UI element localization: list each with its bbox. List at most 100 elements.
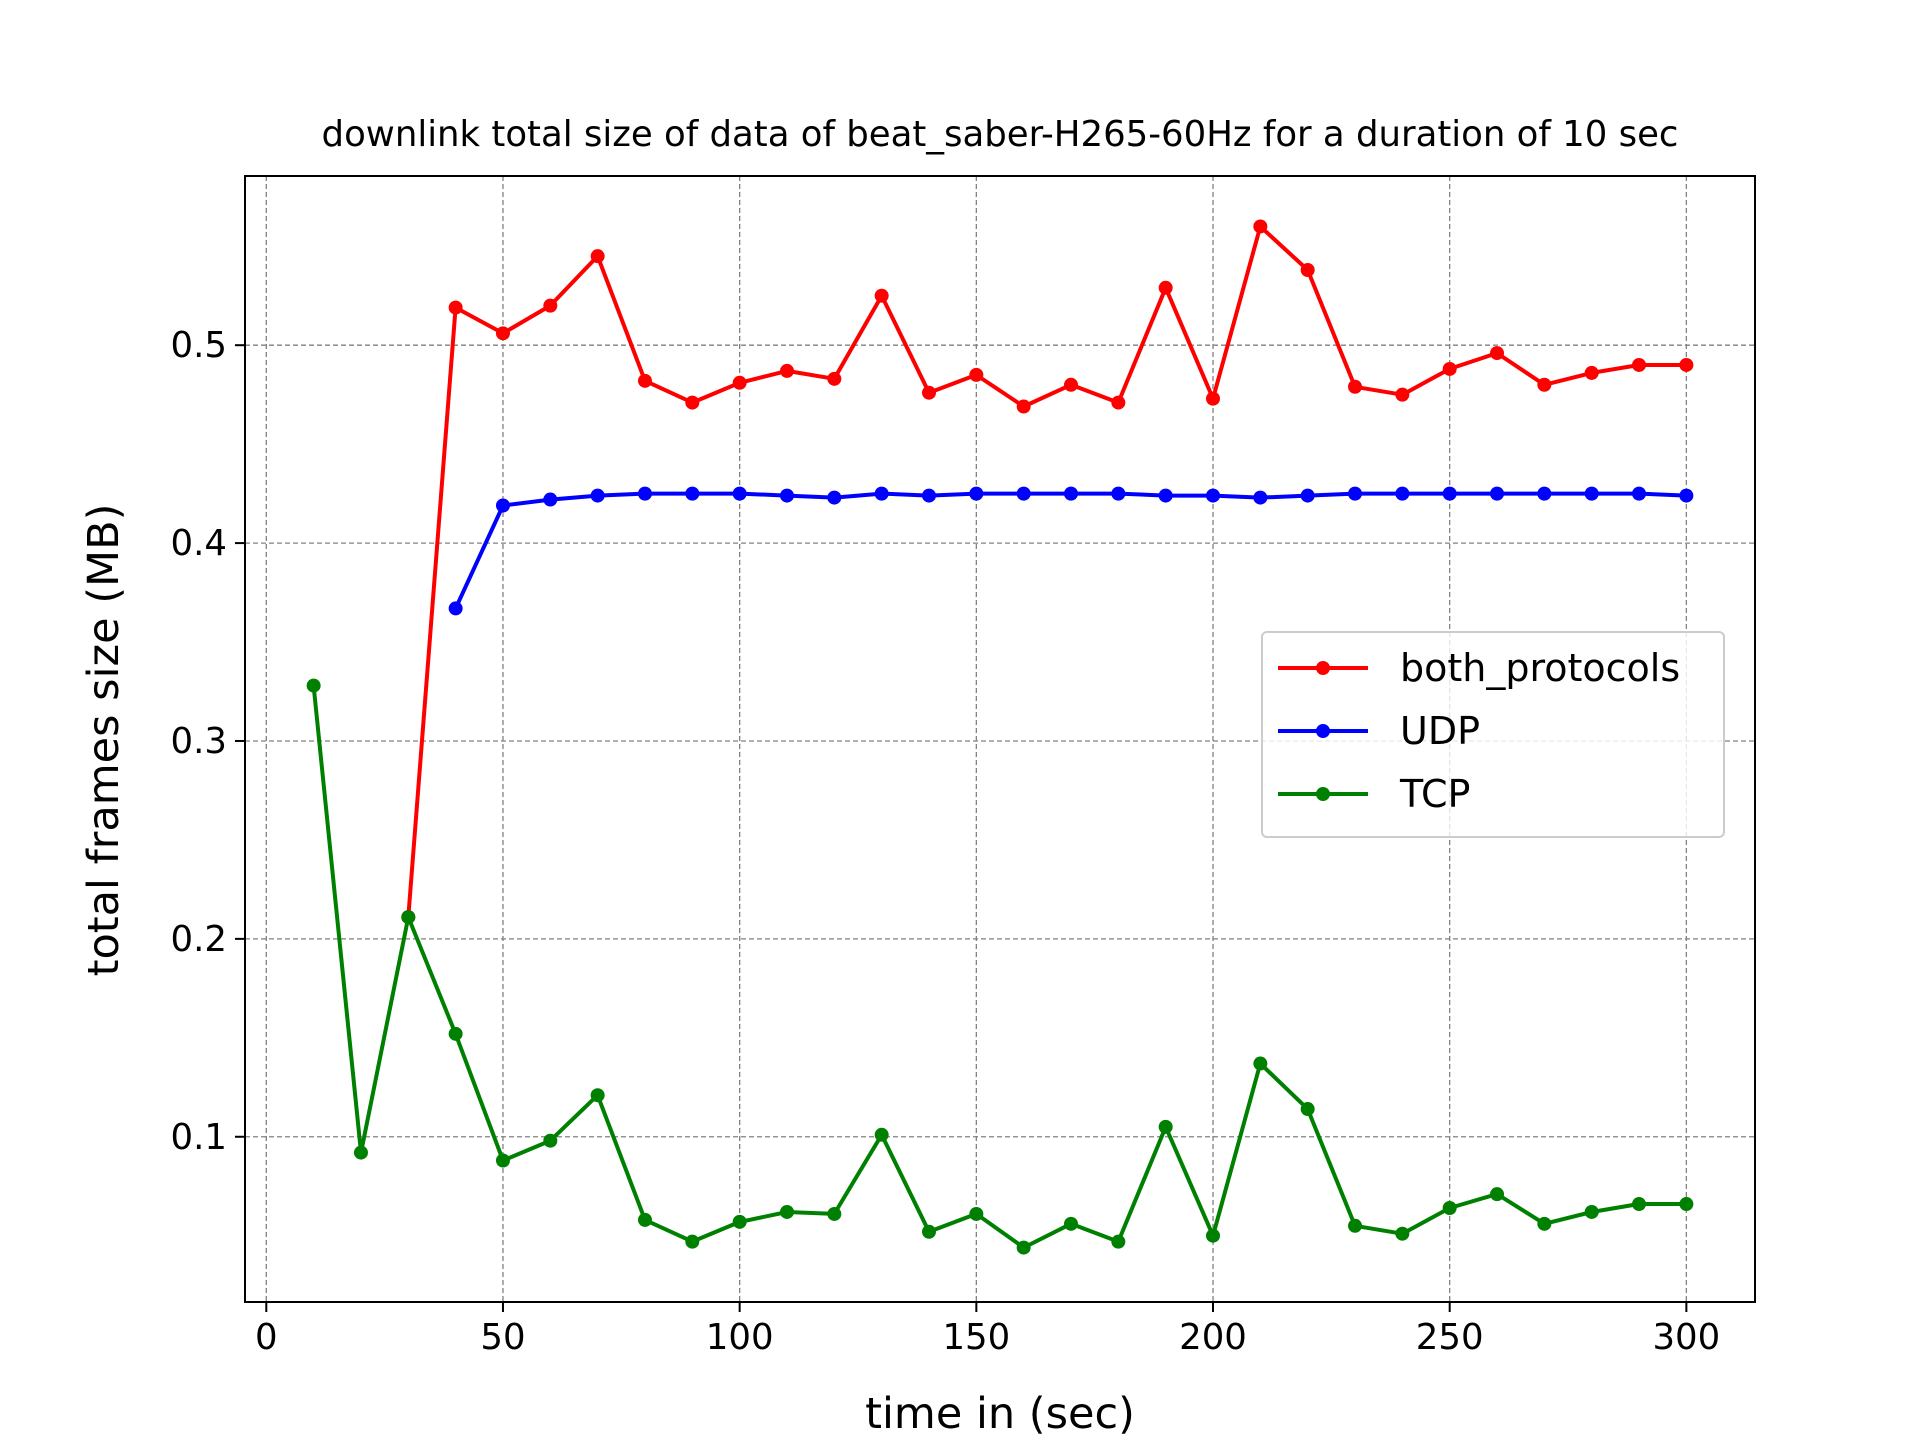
data-point-udp — [732, 486, 747, 501]
data-point-tcp — [827, 1206, 842, 1221]
data-point-both-protocols — [732, 375, 747, 390]
data-point-both-protocols — [637, 373, 652, 388]
data-point-udp — [448, 601, 463, 616]
series-line-both-protocols — [406, 224, 1687, 918]
data-point-tcp — [1016, 1240, 1031, 1255]
data-point-tcp — [543, 1133, 558, 1148]
x-tick-label: 50 — [480, 1317, 525, 1358]
data-point-tcp — [1300, 1102, 1315, 1117]
data-point-tcp — [1632, 1197, 1647, 1212]
legend-marker-both-protocols — [1316, 661, 1330, 675]
data-point-both-protocols — [495, 326, 510, 341]
data-point-udp — [1300, 488, 1315, 503]
data-point-both-protocols — [1206, 391, 1221, 406]
data-point-tcp — [1442, 1201, 1457, 1216]
data-point-both-protocols — [1064, 377, 1079, 392]
data-point-tcp — [1158, 1119, 1173, 1134]
data-point-tcp — [306, 678, 321, 693]
legend-marker-tcp — [1316, 787, 1330, 801]
data-point-udp — [1206, 488, 1221, 503]
data-point-both-protocols — [827, 371, 842, 386]
series-layer — [306, 219, 1694, 1255]
data-point-udp — [827, 490, 842, 505]
data-point-udp — [874, 486, 889, 501]
y-tick-label: 0.1 — [171, 1117, 227, 1158]
data-point-both-protocols — [1158, 280, 1173, 295]
data-point-tcp — [685, 1234, 700, 1249]
legend-marker-udp — [1316, 724, 1330, 738]
data-point-udp — [921, 488, 936, 503]
data-point-udp — [1064, 486, 1079, 501]
series-line-tcp — [311, 685, 1687, 1250]
data-point-both-protocols — [1632, 357, 1647, 372]
data-point-tcp — [921, 1224, 936, 1239]
data-point-tcp — [1679, 1197, 1694, 1212]
data-point-udp — [1679, 488, 1694, 503]
data-point-both-protocols — [1442, 361, 1457, 376]
legend-label-udp: UDP — [1400, 709, 1480, 753]
data-point-tcp — [779, 1204, 794, 1219]
data-point-tcp — [1348, 1218, 1363, 1233]
x-tick-label: 0 — [255, 1317, 278, 1358]
data-point-udp — [1111, 486, 1126, 501]
data-point-tcp — [495, 1153, 510, 1168]
series-line-udp — [453, 491, 1687, 610]
data-point-both-protocols — [969, 367, 984, 382]
data-point-udp — [590, 488, 605, 503]
y-tick-label: 0.2 — [171, 919, 227, 960]
data-point-tcp — [1584, 1204, 1599, 1219]
data-point-both-protocols — [543, 298, 558, 313]
data-point-tcp — [1490, 1187, 1505, 1202]
x-tick-label: 150 — [942, 1317, 1010, 1358]
data-point-udp — [1348, 486, 1363, 501]
plot-area — [244, 175, 1756, 1303]
data-point-udp — [543, 492, 558, 507]
data-point-both-protocols — [779, 363, 794, 378]
data-point-both-protocols — [921, 385, 936, 400]
legend-box — [1261, 631, 1725, 838]
x-axis: 0 50 100 150 200 250 300 — [255, 1302, 1720, 1358]
data-point-both-protocols — [1679, 357, 1694, 372]
data-point-both-protocols — [1584, 365, 1599, 380]
data-point-tcp — [1064, 1216, 1079, 1231]
x-tick-label: 250 — [1416, 1317, 1484, 1358]
data-point-tcp — [353, 1145, 368, 1160]
data-point-tcp — [401, 910, 416, 925]
data-point-udp — [1395, 486, 1410, 501]
series-udp — [448, 486, 1694, 616]
data-point-tcp — [1206, 1228, 1221, 1243]
data-point-both-protocols — [874, 288, 889, 303]
data-point-udp — [1490, 486, 1505, 501]
data-point-tcp — [1253, 1056, 1268, 1071]
data-point-both-protocols — [1016, 399, 1031, 414]
data-point-both-protocols — [1300, 262, 1315, 277]
data-point-udp — [495, 498, 510, 513]
data-point-udp — [1158, 488, 1173, 503]
y-tick-label: 0.3 — [171, 721, 227, 762]
data-point-both-protocols — [1537, 377, 1552, 392]
data-point-tcp — [448, 1026, 463, 1041]
data-point-tcp — [1537, 1216, 1552, 1231]
data-point-tcp — [590, 1088, 605, 1103]
data-point-both-protocols — [1111, 395, 1126, 410]
data-point-tcp — [637, 1212, 652, 1227]
y-tick-label: 0.5 — [171, 325, 227, 366]
data-point-both-protocols — [1395, 387, 1410, 402]
data-point-udp — [779, 488, 794, 503]
data-point-both-protocols — [590, 249, 605, 264]
x-tick-label: 100 — [706, 1317, 774, 1358]
data-point-udp — [1016, 486, 1031, 501]
data-point-both-protocols — [1253, 219, 1268, 234]
chart-title: downlink total size of data of beat_sabe… — [322, 114, 1679, 155]
data-point-both-protocols — [1348, 379, 1363, 394]
x-tick-label: 300 — [1652, 1317, 1720, 1358]
data-point-both-protocols — [448, 300, 463, 315]
data-point-tcp — [1111, 1234, 1126, 1249]
y-axis-label: total frames size (MB) — [79, 504, 129, 977]
data-point-tcp — [732, 1214, 747, 1229]
x-tick-label: 200 — [1179, 1317, 1247, 1358]
legend-label-tcp: TCP — [1399, 772, 1470, 816]
data-point-udp — [685, 486, 700, 501]
data-point-udp — [1584, 486, 1599, 501]
